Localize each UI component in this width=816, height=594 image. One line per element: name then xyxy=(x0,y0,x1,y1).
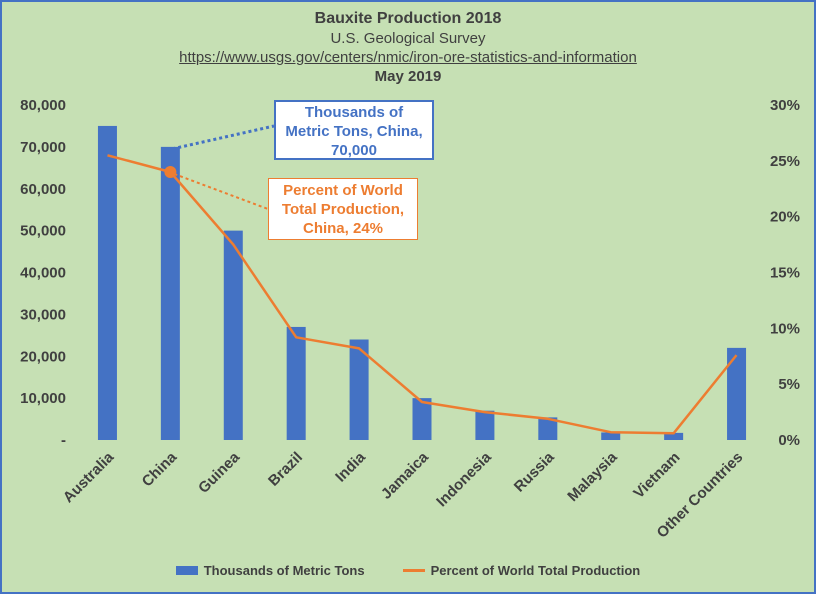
china-tons-callout: Thousands of Metric Tons, China, 70,000 xyxy=(274,100,434,160)
bar-india xyxy=(349,339,369,440)
chart-titles: Bauxite Production 2018 U.S. Geological … xyxy=(0,9,816,86)
china-tons-leader xyxy=(172,124,275,151)
y-left-tick-label: 30,000 xyxy=(20,306,66,323)
y-right-tick-label: 20% xyxy=(770,209,800,226)
y-left-tick-label: 20,000 xyxy=(20,348,66,365)
legend-label-line: Percent of World Total Production xyxy=(430,563,641,578)
bar-china xyxy=(160,146,180,440)
legend-item-line: Percent of World Total Production xyxy=(402,563,641,578)
y-right-tick-label: 10% xyxy=(770,320,800,337)
y-left-tick-label: 10,000 xyxy=(20,390,66,407)
china-percent-leader xyxy=(174,173,269,210)
bar-jamaica xyxy=(412,398,432,440)
chart-title: Bauxite Production 2018 xyxy=(314,10,502,27)
chart-subtitle: U.S. Geological Survey xyxy=(330,30,486,47)
callout-line: 70,000 xyxy=(331,142,377,159)
y-right-tick-label: 5% xyxy=(778,376,800,393)
bar-russia xyxy=(538,417,558,440)
y-left-tick-label: - xyxy=(61,432,66,449)
percent-line xyxy=(107,154,738,435)
x-category-label: Australia xyxy=(60,448,118,506)
chart-legend: Thousands of Metric Tons Percent of Worl… xyxy=(0,563,816,578)
source-link[interactable]: https://www.usgs.gov/centers/nmic/iron-o… xyxy=(179,49,637,66)
y-left-tick-label: 40,000 xyxy=(20,265,66,282)
x-category-label: India xyxy=(332,448,369,485)
china-percent-callout: Percent of World Total Production, China… xyxy=(268,178,418,240)
legend-item-bars: Thousands of Metric Tons xyxy=(175,563,365,578)
bar-other-countries xyxy=(727,347,747,440)
y-left-tick-label: 70,000 xyxy=(20,139,66,156)
bar-indonesia xyxy=(475,410,495,440)
y-right-tick-label: 25% xyxy=(770,153,800,170)
x-category-label: Indonesia xyxy=(433,448,495,510)
callout-line: Metric Tons, China, xyxy=(285,123,423,140)
y-left-tick-label: 80,000 xyxy=(20,97,66,114)
legend-label-bars: Thousands of Metric Tons xyxy=(203,563,365,578)
china-percent-marker xyxy=(164,166,177,178)
bar-malaysia xyxy=(601,432,621,440)
x-category-label: Jamaica xyxy=(378,448,432,502)
y-right-tick-label: 0% xyxy=(778,432,800,449)
x-category-label: Malaysia xyxy=(564,448,621,505)
bar-vietnam xyxy=(664,432,684,440)
chart-date: May 2019 xyxy=(374,68,442,85)
callout-line: Total Production, xyxy=(281,201,405,218)
y-left-tick-label: 60,000 xyxy=(20,181,66,198)
x-category-label: Russia xyxy=(511,448,558,495)
callout-line: China, 24% xyxy=(302,220,384,237)
callout-line: Thousands of xyxy=(304,104,404,121)
bar-brazil xyxy=(286,326,306,440)
y-left-tick-label: 50,000 xyxy=(20,223,66,240)
x-category-label: China xyxy=(139,448,181,490)
x-category-label: Vietnam xyxy=(630,449,683,502)
legend-bar-swatch xyxy=(175,566,198,575)
x-category-label: Guinea xyxy=(195,448,243,496)
y-right-tick-label: 30% xyxy=(770,97,800,114)
x-category-label: Brazil xyxy=(265,449,306,490)
callout-line: Percent of World xyxy=(283,182,403,199)
y-right-tick-label: 15% xyxy=(770,265,800,282)
legend-line-swatch xyxy=(402,569,425,572)
bar-australia xyxy=(97,125,117,440)
bar-guinea xyxy=(223,230,243,440)
